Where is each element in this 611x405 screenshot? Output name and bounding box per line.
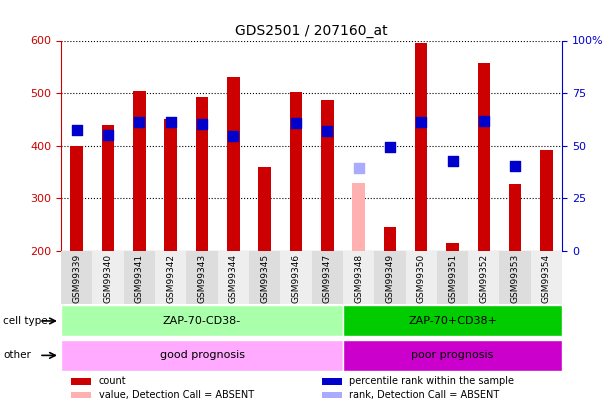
Bar <box>321 378 342 385</box>
Bar <box>61 251 92 304</box>
Point <box>197 120 207 127</box>
Bar <box>446 243 459 251</box>
Point <box>229 133 238 140</box>
Text: GSM99350: GSM99350 <box>417 254 426 303</box>
Point <box>479 118 489 124</box>
Text: GSM99348: GSM99348 <box>354 254 363 303</box>
Bar <box>70 146 83 251</box>
Point <box>448 157 458 164</box>
Bar <box>478 63 490 251</box>
Text: GSM99341: GSM99341 <box>135 254 144 303</box>
Point <box>103 132 113 139</box>
Text: GSM99340: GSM99340 <box>104 254 112 303</box>
Point <box>323 128 332 134</box>
Bar <box>290 92 302 251</box>
Bar <box>353 183 365 251</box>
Text: GSM99351: GSM99351 <box>448 254 457 303</box>
Text: good prognosis: good prognosis <box>159 350 244 360</box>
Text: other: other <box>3 350 31 360</box>
Bar <box>531 251 562 304</box>
Text: GSM99339: GSM99339 <box>72 254 81 303</box>
Title: GDS2501 / 207160_at: GDS2501 / 207160_at <box>235 24 388 38</box>
FancyBboxPatch shape <box>61 305 343 337</box>
Bar <box>258 167 271 251</box>
Bar <box>71 392 91 399</box>
Bar <box>123 251 155 304</box>
FancyBboxPatch shape <box>343 305 562 337</box>
Bar <box>227 77 240 251</box>
Text: percentile rank within the sample: percentile rank within the sample <box>349 376 514 386</box>
Text: GSM99343: GSM99343 <box>197 254 207 303</box>
Point <box>510 162 520 169</box>
Bar <box>196 97 208 251</box>
Bar <box>321 392 342 399</box>
Point <box>166 119 175 126</box>
Bar <box>509 184 521 251</box>
Bar <box>102 125 114 251</box>
Bar <box>280 251 312 304</box>
Point <box>385 144 395 150</box>
Bar <box>133 91 145 251</box>
Text: GSM99344: GSM99344 <box>229 254 238 303</box>
Bar <box>312 251 343 304</box>
Bar <box>500 251 531 304</box>
Bar <box>540 150 553 251</box>
Point <box>416 119 426 126</box>
Text: GSM99349: GSM99349 <box>386 254 394 303</box>
Bar <box>155 251 186 304</box>
Text: ZAP-70+CD38+: ZAP-70+CD38+ <box>408 316 497 326</box>
Text: GSM99345: GSM99345 <box>260 254 269 303</box>
Bar <box>415 43 428 251</box>
Text: ZAP-70-CD38-: ZAP-70-CD38- <box>163 316 241 326</box>
Bar <box>186 251 218 304</box>
Bar <box>218 251 249 304</box>
Text: GSM99353: GSM99353 <box>511 254 519 303</box>
Text: poor prognosis: poor prognosis <box>411 350 494 360</box>
Text: GSM99342: GSM99342 <box>166 254 175 303</box>
Point <box>354 165 364 171</box>
Bar <box>374 251 406 304</box>
Bar <box>92 251 123 304</box>
Bar <box>249 251 280 304</box>
Bar <box>468 251 500 304</box>
Point <box>72 127 82 133</box>
Bar <box>71 378 91 385</box>
Bar <box>384 227 396 251</box>
Bar <box>437 251 468 304</box>
FancyBboxPatch shape <box>343 340 562 371</box>
Text: cell type: cell type <box>3 316 48 326</box>
Bar <box>321 100 334 251</box>
Text: rank, Detection Call = ABSENT: rank, Detection Call = ABSENT <box>349 390 499 400</box>
Bar <box>343 251 375 304</box>
Text: value, Detection Call = ABSENT: value, Detection Call = ABSENT <box>99 390 254 400</box>
Text: GSM99347: GSM99347 <box>323 254 332 303</box>
Point <box>291 120 301 126</box>
Bar <box>164 119 177 251</box>
Text: GSM99354: GSM99354 <box>542 254 551 303</box>
Point <box>134 119 144 126</box>
Text: count: count <box>99 376 126 386</box>
Bar <box>406 251 437 304</box>
Text: GSM99352: GSM99352 <box>480 254 488 303</box>
Text: GSM99346: GSM99346 <box>291 254 301 303</box>
FancyBboxPatch shape <box>61 340 343 371</box>
